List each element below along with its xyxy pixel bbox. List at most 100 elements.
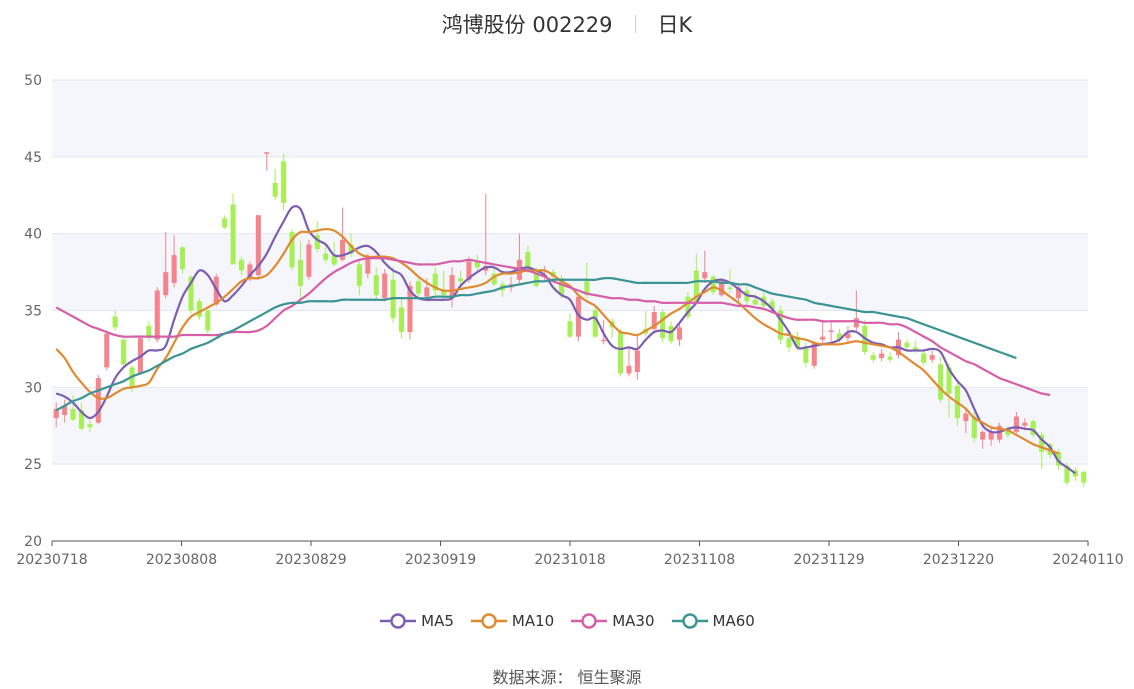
candle-body <box>668 325 674 342</box>
candle-body <box>567 321 573 337</box>
candle-body <box>702 272 708 279</box>
candle-body <box>938 364 944 400</box>
candle-body <box>685 296 691 317</box>
candle-body <box>289 232 295 268</box>
candle-body <box>1081 471 1087 483</box>
candle-body <box>794 336 800 348</box>
candle-body <box>323 253 329 260</box>
candle-body <box>786 338 792 348</box>
candle-body <box>314 235 320 250</box>
candle-body <box>205 310 211 331</box>
x-tick-label: 20231108 <box>664 552 735 568</box>
candle-body <box>306 244 312 277</box>
candle-body <box>154 290 160 340</box>
candle-body <box>121 339 127 365</box>
candle-body <box>946 367 952 394</box>
legend-item-ma5[interactable]: MA5 <box>379 612 454 630</box>
x-tick-label: 20230718 <box>16 552 87 568</box>
candle-body <box>382 273 388 299</box>
candle-body <box>373 275 379 296</box>
candle-body <box>525 252 531 271</box>
legend-item-ma30[interactable]: MA30 <box>570 612 655 630</box>
candle-body <box>634 350 640 372</box>
candle-body <box>820 336 826 340</box>
candle-body <box>845 333 851 339</box>
period-label: 日K <box>657 13 693 37</box>
legend-label: MA10 <box>511 612 555 630</box>
candle-body <box>727 287 733 289</box>
candle-body <box>171 255 177 283</box>
candle-body <box>988 431 994 440</box>
candle-body <box>1022 422 1028 426</box>
candle-body <box>626 365 632 374</box>
title-separator <box>634 15 636 33</box>
candle-body <box>104 333 110 368</box>
candle-body <box>407 285 413 333</box>
candle-body <box>971 416 977 439</box>
legend-item-ma10[interactable]: MA10 <box>470 612 554 630</box>
chart-title: 鸿博股份 002229 <box>441 13 613 37</box>
candle-body <box>837 333 843 340</box>
candle-body <box>163 272 169 296</box>
candle-body <box>870 355 876 360</box>
candle-body <box>584 281 590 296</box>
candle-body <box>449 275 455 299</box>
candle-body <box>904 342 910 348</box>
candle-body <box>912 347 918 351</box>
candle-body <box>222 218 228 228</box>
candle-body <box>592 310 598 337</box>
candle-body <box>879 353 885 359</box>
candle-body <box>1064 465 1070 483</box>
candle-body <box>399 307 405 333</box>
x-tick-label: 20231220 <box>923 552 994 568</box>
legend-label: MA5 <box>421 612 454 630</box>
candle-body <box>365 256 371 274</box>
y-tick-label: 50 <box>24 73 42 89</box>
candle-body <box>693 270 699 303</box>
candle-body <box>196 301 202 317</box>
legend-swatch-icon <box>671 613 708 629</box>
x-tick-label: 20230919 <box>405 552 476 568</box>
candle-body <box>188 276 194 311</box>
candle-body <box>719 281 725 296</box>
candle-body <box>491 273 497 285</box>
candle-body <box>769 301 775 309</box>
candle-body <box>146 325 152 339</box>
candle-body <box>70 408 76 420</box>
candle-body <box>331 255 337 265</box>
candle-body <box>297 259 303 286</box>
candle-body <box>441 290 447 296</box>
background-band <box>52 80 1088 157</box>
candle-body <box>710 276 716 293</box>
candle-body <box>112 316 118 328</box>
candle-body <box>180 247 186 270</box>
candle-body <box>533 270 539 286</box>
candle-body <box>980 431 986 440</box>
candle-body <box>618 332 624 374</box>
series-line-ma10 <box>55 227 1059 455</box>
candle-body <box>752 299 758 305</box>
y-tick-label: 20 <box>24 534 42 550</box>
candle-body <box>466 261 472 280</box>
chart-legend: MA5 MA10 MA30 MA60 <box>0 612 1134 630</box>
candle-body <box>651 312 657 329</box>
candle-body <box>735 287 741 299</box>
candle-body <box>238 259 245 271</box>
candle-body <box>803 347 809 363</box>
y-tick-label: 35 <box>24 304 42 320</box>
legend-item-ma60[interactable]: MA60 <box>671 612 755 630</box>
candle-body <box>78 410 85 429</box>
series-line-ma60 <box>55 276 1017 412</box>
candle-body <box>921 353 927 363</box>
candle-body <box>601 339 607 342</box>
candlestick-chart: 20 25 30 35 40 45 50 20230718 20230808 20230829 20… <box>16 73 1123 568</box>
candle-body <box>415 281 421 294</box>
y-tick-label: 40 <box>24 227 42 243</box>
candle-body <box>424 287 430 297</box>
candle-body <box>230 204 236 265</box>
candle-body <box>432 273 438 291</box>
candle-body <box>457 278 464 282</box>
candle-body <box>1030 421 1036 435</box>
candle-body <box>1055 451 1062 466</box>
legend-swatch-icon <box>470 613 507 629</box>
